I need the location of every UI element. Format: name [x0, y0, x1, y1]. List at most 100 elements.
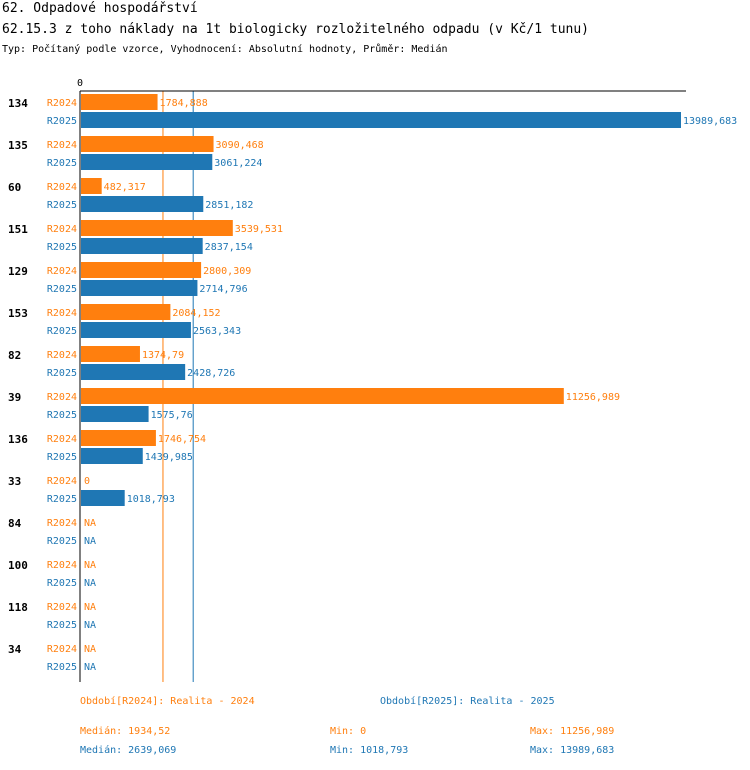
- category-label: 134: [8, 97, 28, 110]
- bar-r2024: [81, 220, 233, 236]
- data-label: NA: [84, 578, 96, 589]
- bar-r2025: [81, 448, 143, 464]
- bar-r2025: [81, 406, 149, 422]
- series-label: R2025: [47, 158, 77, 169]
- bar-chart: 0 134 R2024 1784,888 R2025 13989,683 135 R2024 3…: [8, 78, 737, 682]
- bar-r2025: [81, 196, 204, 212]
- series-label: R2025: [47, 368, 77, 379]
- bar-r2024: [81, 346, 140, 362]
- category-label: 39: [8, 391, 21, 404]
- series-label: R2024: [47, 560, 77, 571]
- data-label: 3061,224: [214, 158, 262, 169]
- stat-r2024-min: Min: 0: [330, 726, 367, 737]
- chart-subtitle: Typ: Počítaný podle vzorce, Vyhodnocení:…: [2, 44, 448, 55]
- series-label: R2025: [47, 242, 77, 253]
- data-label: 1746,754: [158, 434, 206, 445]
- series-label: R2024: [47, 350, 77, 361]
- category-label: 84: [8, 517, 22, 530]
- series-label: R2024: [47, 392, 77, 403]
- stat-r2025-max: Max: 13989,683: [530, 745, 615, 756]
- data-label: 1575,76: [151, 410, 193, 421]
- category-label: 153: [8, 307, 28, 320]
- indicator-title: 62.15.3 z toho náklady na 1t biologicky …: [2, 22, 589, 37]
- series-label: R2024: [47, 308, 77, 319]
- data-label: NA: [84, 536, 96, 547]
- series-label: R2025: [47, 284, 77, 295]
- bar-r2024: [81, 304, 171, 320]
- series-label: R2025: [47, 200, 77, 211]
- series-label: R2025: [47, 662, 77, 673]
- category-label: 34: [8, 643, 22, 656]
- series-label: R2025: [47, 494, 77, 505]
- data-label: 1018,793: [127, 494, 175, 505]
- series-label: R2024: [47, 140, 77, 151]
- data-label: 482,317: [104, 182, 146, 193]
- data-label: 1784,888: [160, 98, 208, 109]
- series-label: R2025: [47, 620, 77, 631]
- bar-r2024: [81, 136, 214, 152]
- stat-r2025-median: Medián: 2639,069: [80, 745, 177, 756]
- legend-r2024: Období[R2024]: Realita - 2024: [80, 696, 255, 707]
- data-label: 0: [84, 476, 90, 487]
- series-label: R2024: [47, 266, 77, 277]
- series-label: R2024: [47, 476, 77, 487]
- bar-r2025: [81, 280, 198, 296]
- data-label: NA: [84, 560, 96, 571]
- data-label: NA: [84, 602, 96, 613]
- bar-r2024: [81, 262, 202, 278]
- series-label: R2025: [47, 116, 77, 127]
- series-label: R2025: [47, 452, 77, 463]
- series-label: R2024: [47, 434, 77, 445]
- legend-r2025: Období[R2025]: Realita - 2025: [380, 696, 555, 707]
- series-label: R2024: [47, 644, 77, 655]
- series-label: R2024: [47, 98, 77, 109]
- series-label: R2024: [47, 602, 77, 613]
- category-label: 60: [8, 181, 21, 194]
- data-label: 2837,154: [205, 242, 253, 253]
- series-label: R2025: [47, 578, 77, 589]
- bar-r2025: [81, 322, 191, 338]
- data-label: 1439,985: [145, 452, 193, 463]
- data-label: 3090,468: [216, 140, 264, 151]
- category-label: 33: [8, 475, 21, 488]
- bar-r2024: [81, 178, 102, 194]
- bar-r2025: [81, 238, 203, 254]
- bar-r2025: [81, 112, 681, 128]
- series-label: R2025: [47, 326, 77, 337]
- category-label: 82: [8, 349, 21, 362]
- bar-r2024: [81, 94, 158, 110]
- series-label: R2025: [47, 410, 77, 421]
- data-label: 2714,796: [199, 284, 247, 295]
- category-label: 100: [8, 559, 28, 572]
- category-label: 136: [8, 433, 28, 446]
- bar-r2025: [81, 364, 186, 380]
- category-label: 118: [8, 601, 28, 614]
- bar-r2024: [81, 430, 156, 446]
- data-label: 13989,683: [683, 116, 737, 127]
- bar-r2025: [81, 154, 213, 170]
- series-label: R2024: [47, 224, 77, 235]
- bar-r2025: [81, 490, 125, 506]
- data-label: 2428,726: [187, 368, 235, 379]
- data-label: 1374,79: [142, 350, 184, 361]
- category-label: 151: [8, 223, 28, 236]
- data-label: 2851,182: [205, 200, 253, 211]
- stat-r2024-median: Medián: 1934,52: [80, 726, 171, 737]
- axis-zero-label: 0: [77, 78, 83, 89]
- data-label: NA: [84, 662, 96, 673]
- category-label: 135: [8, 139, 28, 152]
- data-label: NA: [84, 620, 96, 631]
- data-label: 11256,989: [566, 392, 620, 403]
- bar-r2024: [81, 388, 564, 404]
- data-label: 2563,343: [193, 326, 241, 337]
- stat-r2024-max: Max: 11256,989: [530, 726, 615, 737]
- category-label: 129: [8, 265, 28, 278]
- page-title: 62. Odpadové hospodářství: [2, 1, 198, 16]
- series-label: R2024: [47, 182, 77, 193]
- series-label: R2024: [47, 518, 77, 529]
- stat-r2025-min: Min: 1018,793: [330, 745, 409, 756]
- data-label: 3539,531: [235, 224, 283, 235]
- data-label: 2084,152: [172, 308, 220, 319]
- data-label: NA: [84, 644, 96, 655]
- data-label: 2800,309: [203, 266, 251, 277]
